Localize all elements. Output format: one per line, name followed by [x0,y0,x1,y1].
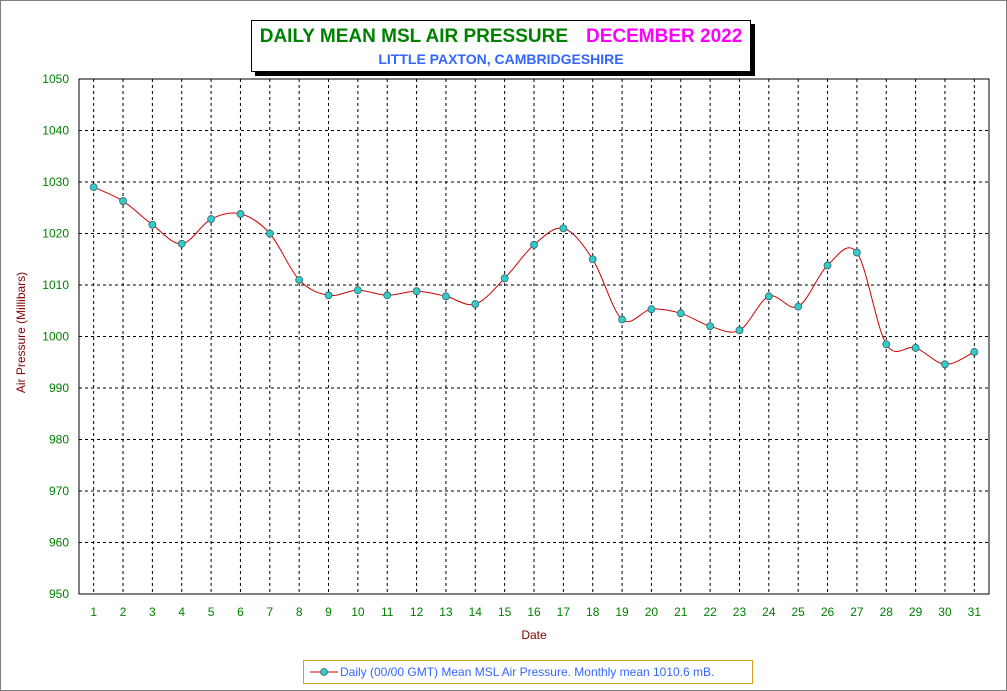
data-point [676,309,685,318]
x-tick-label: 29 [909,605,923,619]
data-point [148,220,157,229]
data-point [295,275,304,284]
data-point [530,240,538,249]
data-point [500,274,509,283]
data-point [706,322,715,331]
data-point [735,326,744,335]
data-point [882,340,891,349]
data-point [970,348,979,356]
x-tick-label: 6 [237,605,244,619]
y-tick-label: 980 [49,433,69,447]
y-tick-label: 960 [49,536,69,550]
data-point [853,248,861,257]
x-tick-label: 19 [615,605,629,619]
data-point [647,305,656,314]
legend: Daily (00/00 GMT) Mean MSL Air Pressure.… [303,660,753,684]
plot-area [78,78,990,595]
y-tick-label: 990 [49,381,69,395]
legend-swatch [310,668,338,676]
data-point [353,286,362,295]
y-tick-label: 1020 [42,227,69,241]
data-point [618,315,626,324]
data-point [89,183,98,192]
y-tick-label: 1050 [42,72,69,86]
x-tick-label: 3 [149,605,156,619]
data-point [911,343,920,352]
legend-label: Daily (00/00 GMT) Mean MSL Air Pressure.… [340,665,715,679]
x-tick-label: 22 [703,605,717,619]
data-point [119,197,127,205]
x-tick-label: 11 [381,605,394,619]
chart-subtitle: LITTLE PAXTON, CAMBRIDGESHIRE [378,51,624,67]
title-box: DAILY MEAN MSL AIR PRESSURE DECEMBER 2022… [251,20,751,72]
data-point [941,360,949,369]
y-tick-label: 1000 [42,330,69,344]
x-tick-label: 23 [733,605,747,619]
x-tick-label: 16 [527,605,541,619]
data-point [177,239,186,248]
x-tick-label: 12 [410,605,424,619]
x-tick-label: 24 [762,605,776,619]
x-tick-label: 18 [586,605,600,619]
data-point [265,229,274,238]
x-tick-label: 7 [266,605,273,619]
x-tick-label: 8 [296,605,303,619]
x-tick-label: 5 [208,605,215,619]
x-tick-label: 21 [674,605,688,619]
data-point [559,224,568,233]
data-point [588,255,597,264]
data-point [324,291,333,300]
data-point [236,210,245,218]
data-point [764,292,773,301]
data-point [442,292,450,301]
y-tick-label: 1040 [42,124,69,138]
y-tick-label: 970 [49,484,69,498]
y-tick-label: 950 [49,587,69,601]
x-tick-label: 9 [325,605,332,619]
x-tick-label: 15 [498,605,512,619]
x-tick-label: 10 [351,605,365,619]
x-tick-label: 14 [469,605,483,619]
y-tick-label: 1010 [42,278,69,292]
chart-title: DAILY MEAN MSL AIR PRESSURE [259,26,568,47]
x-tick-label: 31 [968,605,982,619]
y-axis-title: Air Pressure (Millibars) [14,272,28,393]
x-tick-label: 2 [120,605,127,619]
x-tick-label: 13 [439,605,453,619]
data-point [471,300,480,308]
data-point [794,302,803,311]
x-tick-label: 1 [90,605,97,619]
x-tick-label: 25 [792,605,806,619]
x-axis-title: Date [521,628,547,642]
data-point [207,215,215,223]
x-tick-label: 4 [178,605,185,619]
y-tick-label: 1030 [42,175,69,189]
data-point [412,287,421,296]
data-point [823,261,832,270]
title-line: DAILY MEAN MSL AIR PRESSURE DECEMBER 2022 [252,26,750,48]
x-tick-label: 26 [821,605,835,619]
chart-month: DECEMBER 2022 [586,26,743,47]
x-tick-label: 28 [880,605,894,619]
x-tick-label: 27 [850,605,864,619]
x-tick-label: 20 [645,605,659,619]
x-tick-label: 30 [938,605,952,619]
x-tick-label: 17 [557,605,571,619]
data-point [383,291,392,300]
